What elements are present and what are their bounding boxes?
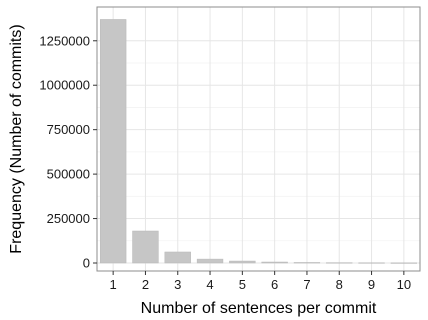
y-tick-label: 0 [83,256,90,271]
y-tick-label: 750000 [47,122,90,137]
y-tick-label: 250000 [47,211,90,226]
x-tick-label: 6 [271,277,278,292]
y-tick-label: 1000000 [39,78,90,93]
x-tick-label: 4 [206,277,213,292]
bar-1 [99,19,127,264]
plot-panel-border [96,6,421,272]
y-axis-title: Frequency (Number of commits) [8,24,25,253]
bar-2 [132,230,159,264]
y-tick-label: 500000 [47,167,90,182]
x-tick-label: 2 [142,277,149,292]
x-tick-label: 10 [397,277,411,292]
bar-6 [261,261,288,264]
x-axis: 1 2 3 4 5 6 7 8 9 10 [110,271,411,292]
x-tick-label: 7 [303,277,310,292]
bar-3 [164,251,191,264]
x-tick-label: 8 [336,277,343,292]
bar-10 [390,262,418,264]
bars [99,19,418,264]
y-tick-label: 1250000 [39,33,90,48]
x-axis-title: Number of sentences per commit [141,300,377,317]
bar-4 [196,258,224,264]
bar-8 [326,262,353,264]
bar-7 [293,262,321,264]
x-tick-label: 9 [368,277,375,292]
bar-5 [229,260,256,264]
y-axis: 0 250000 500000 750000 1000000 1250000 [39,33,97,271]
x-tick-label: 1 [110,277,117,292]
minor-grid [97,62,420,242]
x-tick-label: 3 [174,277,181,292]
bar-9 [358,262,385,264]
x-tick-label: 5 [239,277,246,292]
